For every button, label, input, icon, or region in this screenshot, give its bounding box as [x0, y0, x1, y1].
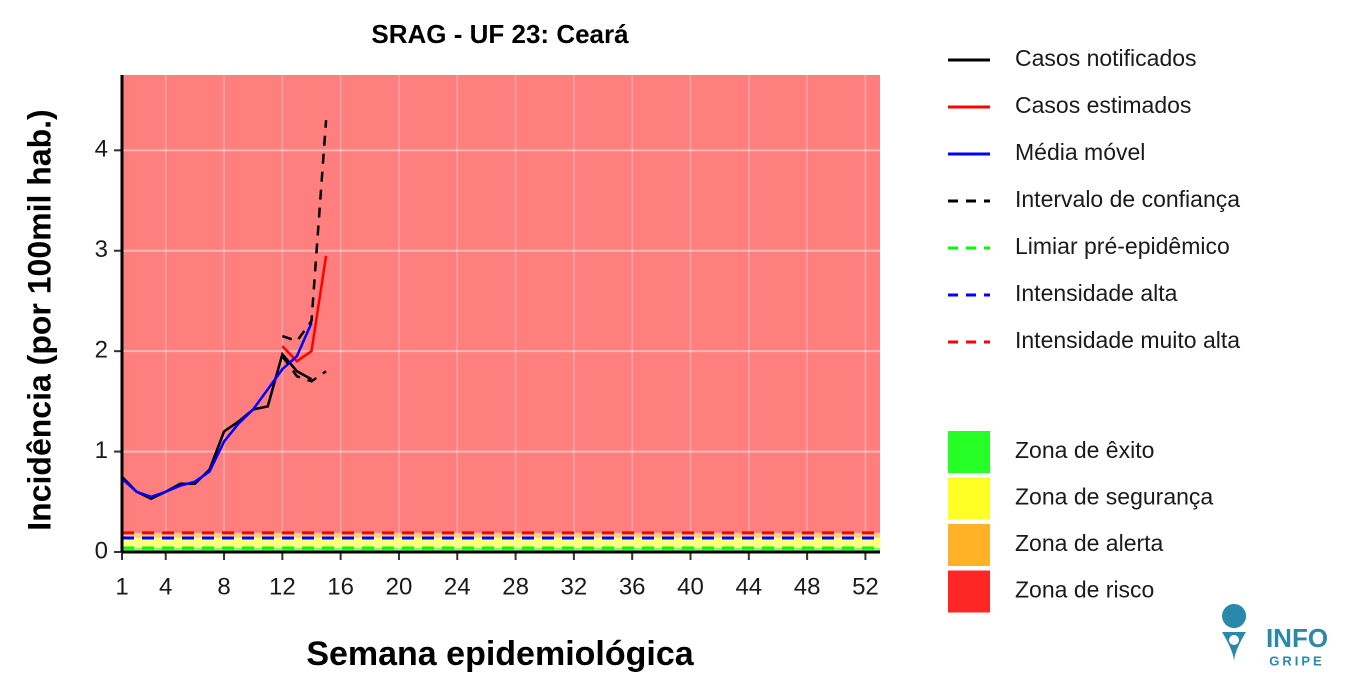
legend-swatch	[948, 477, 990, 520]
legend-label: Intensidade alta	[1015, 280, 1178, 306]
y-tick-label: 4	[95, 136, 108, 163]
chart-title: SRAG - UF 23: Ceará	[371, 19, 629, 49]
zone	[122, 532, 880, 538]
x-tick-label: 32	[561, 573, 588, 600]
y-tick-label: 3	[95, 236, 108, 263]
logo-text: GRIPE	[1269, 653, 1324, 668]
legend-label: Zona de alerta	[1015, 530, 1164, 556]
x-tick-label: 20	[386, 573, 413, 600]
legend-label: Limiar pré-epidêmico	[1015, 233, 1230, 259]
x-tick-label: 16	[327, 573, 354, 600]
zone	[122, 537, 880, 548]
x-tick-label: 40	[677, 573, 704, 600]
x-tick-label: 8	[217, 573, 230, 600]
zone	[122, 547, 880, 552]
legend-label: Intervalo de confiança	[1015, 186, 1240, 212]
logo-pin-hole	[1229, 635, 1239, 645]
zone	[122, 75, 880, 533]
series-line	[121, 322, 313, 499]
x-tick-label: 44	[735, 573, 762, 600]
x-tick-label: 1	[115, 573, 128, 600]
x-tick-label: 28	[502, 573, 529, 600]
legend-swatch	[948, 431, 990, 473]
logo-pin	[1222, 604, 1247, 662]
legend-label: Zona de segurança	[1015, 484, 1213, 510]
y-tick-label: 1	[95, 437, 108, 464]
x-tick-label: 36	[619, 573, 646, 600]
legend-label: Zona de risco	[1015, 577, 1154, 603]
legend-label: Média móvel	[1015, 139, 1145, 165]
y-tick-label: 2	[95, 337, 108, 364]
x-axis-label: Semana epidemiológica	[306, 635, 694, 673]
logo: INFO GRIPE	[1222, 604, 1328, 668]
x-tick-label: 4	[159, 573, 172, 600]
logo-text: INFO	[1266, 623, 1328, 653]
legend-label: Intensidade muito alta	[1015, 327, 1240, 353]
series-line	[121, 351, 313, 501]
legend-label: Casos notificados	[1015, 45, 1197, 71]
legend-swatch	[948, 524, 990, 566]
y-tick-label: 0	[95, 537, 108, 564]
legend-label: Zona de êxito	[1015, 437, 1154, 463]
x-tick-label: 12	[269, 573, 296, 600]
x-tick-label: 52	[852, 573, 879, 600]
y-axis-label: Incidência (por 100mil hab.)	[21, 109, 57, 530]
series-line	[281, 255, 328, 363]
series-line	[281, 120, 328, 343]
legend-label: Casos estimados	[1015, 92, 1191, 118]
legend-swatch	[948, 570, 990, 613]
x-tick-label: 24	[444, 573, 471, 600]
x-tick-label: 48	[794, 573, 821, 600]
